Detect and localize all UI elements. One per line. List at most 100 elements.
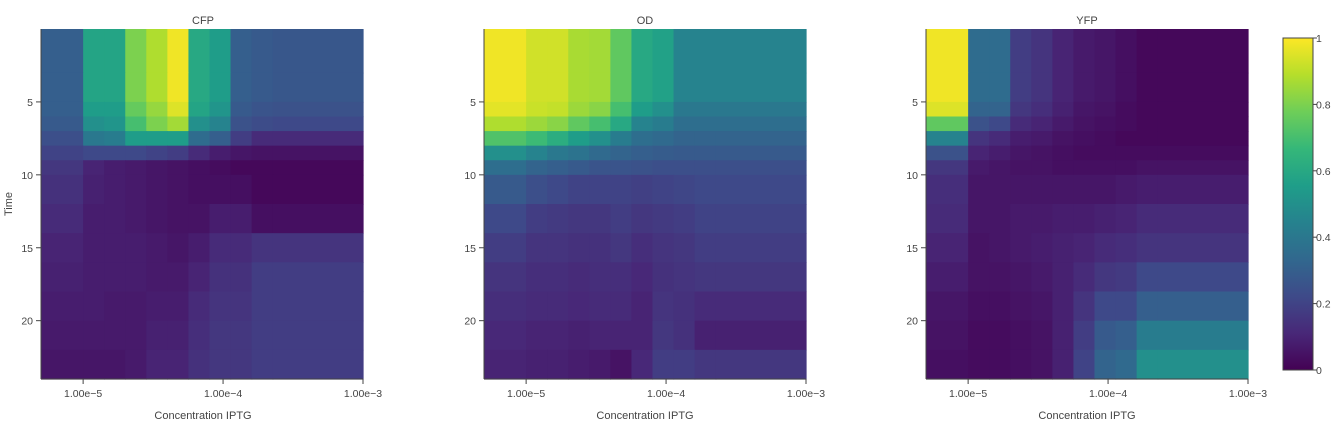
- heatmap-cell: [251, 233, 274, 263]
- heatmap-cell: [1052, 29, 1075, 74]
- heatmap-cell: [146, 131, 168, 147]
- heatmap-cell: [589, 116, 611, 132]
- heatmap-cell: [125, 262, 147, 293]
- y-tick-label: 5: [470, 97, 476, 109]
- x-tick-label: 1.00e−4: [647, 388, 685, 400]
- heatmap-cell: [146, 29, 168, 74]
- heatmap-cell: [41, 101, 84, 118]
- heatmap-cell: [652, 320, 675, 351]
- colorbar-tick-label: 0.6: [1316, 166, 1331, 178]
- heatmap-cell: [83, 174, 105, 205]
- heatmap-cell: [926, 262, 969, 293]
- heatmap-cell: [146, 116, 168, 132]
- heatmap-cell: [631, 145, 654, 161]
- heatmap-cell: [968, 29, 990, 74]
- heatmap-cell: [715, 291, 807, 322]
- heatmap-cell: [146, 160, 168, 176]
- heatmap-cell: [715, 204, 807, 234]
- heatmap-cell: [631, 174, 654, 205]
- heatmap-cell: [1031, 291, 1053, 322]
- heatmap-cell: [188, 29, 211, 74]
- heatmap-cell: [1031, 29, 1053, 74]
- heatmap-cell: [125, 174, 147, 205]
- heatmap-cell: [1094, 262, 1117, 293]
- heatmap-cell: [926, 145, 969, 161]
- heatmap-cell: [968, 145, 990, 161]
- heatmap-cell: [83, 291, 105, 322]
- heatmap-cell: [209, 233, 232, 263]
- heatmap-cell: [83, 145, 105, 161]
- heatmap-cell: [1052, 72, 1075, 103]
- heatmap-cell: [1010, 349, 1032, 380]
- heatmap-cell: [526, 262, 548, 293]
- heatmap-cell: [1031, 204, 1053, 234]
- heatmap-cell: [1073, 29, 1096, 74]
- heatmap-cell: [167, 349, 190, 380]
- heatmap-cell: [989, 320, 1011, 351]
- heatmap-cell: [272, 262, 364, 293]
- colorbar-tick-label: 0.4: [1316, 232, 1331, 244]
- heatmap-cell: [41, 174, 84, 205]
- heatmap-cell: [484, 160, 527, 176]
- heatmap-cell: [589, 72, 611, 103]
- heatmap-cell: [1031, 320, 1053, 351]
- heatmap-cell: [673, 349, 696, 380]
- heatmap-cell: [589, 145, 611, 161]
- heatmap-cell: [1136, 349, 1159, 380]
- heatmap-cell: [694, 291, 717, 322]
- heatmap-cell: [104, 233, 126, 263]
- heatmap-cell: [125, 349, 147, 380]
- y-tick-label: 15: [464, 243, 476, 255]
- heatmap-cell: [1010, 116, 1032, 132]
- heatmap-cell: [568, 262, 590, 293]
- heatmap-cell: [125, 72, 147, 103]
- panel-title: YFP: [1076, 15, 1097, 27]
- heatmap-cell: [484, 349, 527, 380]
- heatmap-cell: [167, 174, 190, 205]
- colorbar: 0 0.2 0.4 0.6 0.8 1: [1282, 33, 1331, 377]
- heatmap-cell: [1115, 131, 1138, 147]
- heatmap-cell: [251, 116, 274, 132]
- heatmap-cell: [989, 262, 1011, 293]
- heatmap-cell: [673, 291, 696, 322]
- heatmap-cell: [1052, 145, 1075, 161]
- heatmap-cell: [1094, 72, 1117, 103]
- heatmap-cell: [1094, 174, 1117, 205]
- heatmap-cell: [1157, 349, 1249, 380]
- heatmap-cell: [589, 160, 611, 176]
- heatmap-cell: [1031, 131, 1053, 147]
- heatmap-cell: [272, 320, 364, 351]
- heatmap-cell: [568, 160, 590, 176]
- heatmap-cell: [1136, 320, 1159, 351]
- heatmap-cell: [1115, 145, 1138, 161]
- heatmap-cell: [1115, 291, 1138, 322]
- heatmap-cell: [167, 101, 190, 118]
- heatmap-cell: [146, 349, 168, 380]
- heatmap-cell: [1136, 116, 1159, 132]
- heatmap-cell: [694, 116, 717, 132]
- heatmap-cell: [251, 29, 274, 74]
- heatmap-cell: [547, 291, 569, 322]
- heatmap-cell: [926, 349, 969, 380]
- heatmap-cell: [251, 72, 274, 103]
- heatmap-cell: [989, 291, 1011, 322]
- heatmap-cell: [589, 262, 611, 293]
- heatmap-cell: [209, 116, 232, 132]
- heatmap-cell: [652, 29, 675, 74]
- heatmap-cell: [989, 29, 1011, 74]
- x-tick-label: 1.00e−5: [64, 388, 102, 400]
- heatmap-cell: [167, 29, 190, 74]
- heatmap-cell: [1157, 174, 1249, 205]
- heatmap-cell: [125, 29, 147, 74]
- heatmap-cell: [1094, 204, 1117, 234]
- heatmap-cell: [1157, 131, 1249, 147]
- heatmap-cell: [1094, 101, 1117, 118]
- heatmap-cell: [188, 131, 211, 147]
- heatmap-cell: [673, 29, 696, 74]
- heatmap-cell: [1052, 174, 1075, 205]
- heatmap-cell: [968, 72, 990, 103]
- heatmap-cell: [188, 320, 211, 351]
- heatmap-cell: [188, 160, 211, 176]
- heatmap-cell: [673, 145, 696, 161]
- heatmap-cell: [125, 131, 147, 147]
